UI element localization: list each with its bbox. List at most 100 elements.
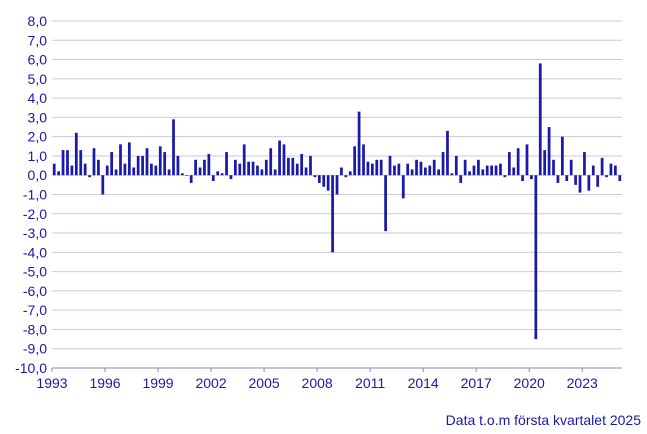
bar-1994-q1 <box>70 165 74 176</box>
bar-2018-q4 <box>507 152 511 176</box>
bar-1994-q2 <box>74 132 78 176</box>
x-tick-label: 2002 <box>195 375 226 391</box>
data-note: Data t.o.m första kvartalet 2025 <box>445 412 641 428</box>
bar-1993-q4 <box>66 150 69 176</box>
bar-2013-q2 <box>410 169 414 176</box>
bar-2019-q3 <box>521 175 524 181</box>
bar-2008-q4 <box>331 175 334 253</box>
bar-2016-q1 <box>459 175 463 183</box>
bar-2004-q2 <box>251 161 255 176</box>
bar-2013-q3 <box>415 159 418 176</box>
y-tick-label: 5,0 <box>28 71 48 87</box>
bar-2000-q4 <box>189 175 193 183</box>
bar-1999-q2 <box>163 152 167 176</box>
bar-2023-q1 <box>583 152 586 176</box>
bar-2007-q4 <box>313 175 317 178</box>
bar-2004-q4 <box>260 169 264 176</box>
bar-2002-q1 <box>211 175 215 181</box>
bar-2021-q2 <box>552 159 555 176</box>
x-tick-label: 1993 <box>36 375 67 391</box>
bar-1995-q2 <box>92 148 96 176</box>
y-tick-label: 8,0 <box>28 13 48 29</box>
bar-2000-q2 <box>180 173 184 176</box>
bar-1995-q3 <box>97 159 100 176</box>
bar-2006-q3 <box>291 157 295 176</box>
y-tick-label: -5,0 <box>23 264 47 280</box>
bar-2015-q2 <box>446 130 449 176</box>
bar-2023-q4 <box>596 175 600 187</box>
bar-2015-q1 <box>441 152 445 176</box>
bar-2018-q2 <box>499 163 502 176</box>
bar-2016-q4 <box>472 165 476 176</box>
bar-2011-q3 <box>379 159 383 176</box>
bar-2009-q3 <box>344 175 348 178</box>
bar-2019-q1 <box>512 167 516 176</box>
bar-2007-q3 <box>309 155 312 176</box>
bar-2025-q1 <box>618 175 622 181</box>
bar-1993-q3 <box>61 150 65 176</box>
bar-1996-q2 <box>110 152 114 176</box>
bar-2001-q1 <box>194 159 197 176</box>
bar-2014-q3 <box>432 159 436 176</box>
bar-2001-q4 <box>207 154 211 176</box>
bar-2024-q4 <box>614 165 617 176</box>
bar-2000-q1 <box>176 155 180 176</box>
bar-2024-q1 <box>600 157 604 176</box>
y-tick-label: -7,0 <box>23 302 47 318</box>
bar-2018-q1 <box>494 165 498 176</box>
y-tick-label: 0,0 <box>28 167 48 183</box>
bar-2005-q4 <box>278 140 281 176</box>
y-tick-label: -6,0 <box>23 283 47 299</box>
bar-2013-q1 <box>406 163 410 176</box>
bar-1994-q3 <box>79 150 83 176</box>
bar-2012-q2 <box>393 165 396 176</box>
bar-2021-q3 <box>556 175 560 183</box>
bar-2016-q3 <box>468 171 471 176</box>
bar-2024-q3 <box>609 163 613 176</box>
x-tick-label: 1999 <box>142 375 173 391</box>
bar-2013-q4 <box>419 161 423 176</box>
bar-2016-q2 <box>463 159 467 176</box>
bar-1994-q4 <box>83 163 87 176</box>
bar-2003-q4 <box>242 144 246 176</box>
x-tick-label: 2005 <box>249 375 280 391</box>
y-tick-label: -8,0 <box>23 321 47 337</box>
bar-2010-q3 <box>362 144 365 176</box>
bar-2011-q2 <box>375 159 379 176</box>
bar-1999-q3 <box>167 169 171 176</box>
bar-2007-q1 <box>300 154 304 176</box>
bar-2004-q1 <box>247 161 250 176</box>
bar-2024-q2 <box>605 175 608 178</box>
bar-2015-q4 <box>454 155 458 176</box>
y-tick-label: 2,0 <box>28 129 48 145</box>
bar-2012-q3 <box>397 163 401 176</box>
bar-1993-q2 <box>57 171 60 176</box>
bar-2006-q4 <box>295 163 299 176</box>
bar-2009-q1 <box>335 175 339 195</box>
bar-1997-q4 <box>136 155 140 176</box>
bar-2020-q2 <box>534 175 538 340</box>
y-tick-label: -3,0 <box>23 225 47 241</box>
bar-2012-q4 <box>401 175 405 199</box>
x-tick-label: 2008 <box>302 375 333 391</box>
bar-2003-q3 <box>238 163 242 176</box>
bar-2014-q4 <box>437 169 440 176</box>
bar-1998-q3 <box>150 163 153 176</box>
bar-1996-q4 <box>119 144 122 176</box>
x-tick-label: 2017 <box>461 375 492 391</box>
x-tick-label: 2011 <box>355 375 385 391</box>
bar-2008-q1 <box>317 175 321 183</box>
bar-2022-q3 <box>574 175 577 185</box>
x-tick-label: 2020 <box>514 375 545 391</box>
bar-1996-q3 <box>114 169 118 176</box>
bar-1999-q4 <box>172 119 175 176</box>
y-tick-label: 7,0 <box>28 32 48 48</box>
bar-2017-q2 <box>481 169 485 176</box>
bar-2000-q3 <box>185 175 189 176</box>
bar-2003-q2 <box>234 159 237 176</box>
bar-1993-q1 <box>52 163 56 176</box>
bar-1998-q4 <box>154 165 158 176</box>
bar-1998-q2 <box>145 148 149 176</box>
x-tick-label: 2014 <box>408 375 439 391</box>
bar-2011-q1 <box>370 163 374 176</box>
